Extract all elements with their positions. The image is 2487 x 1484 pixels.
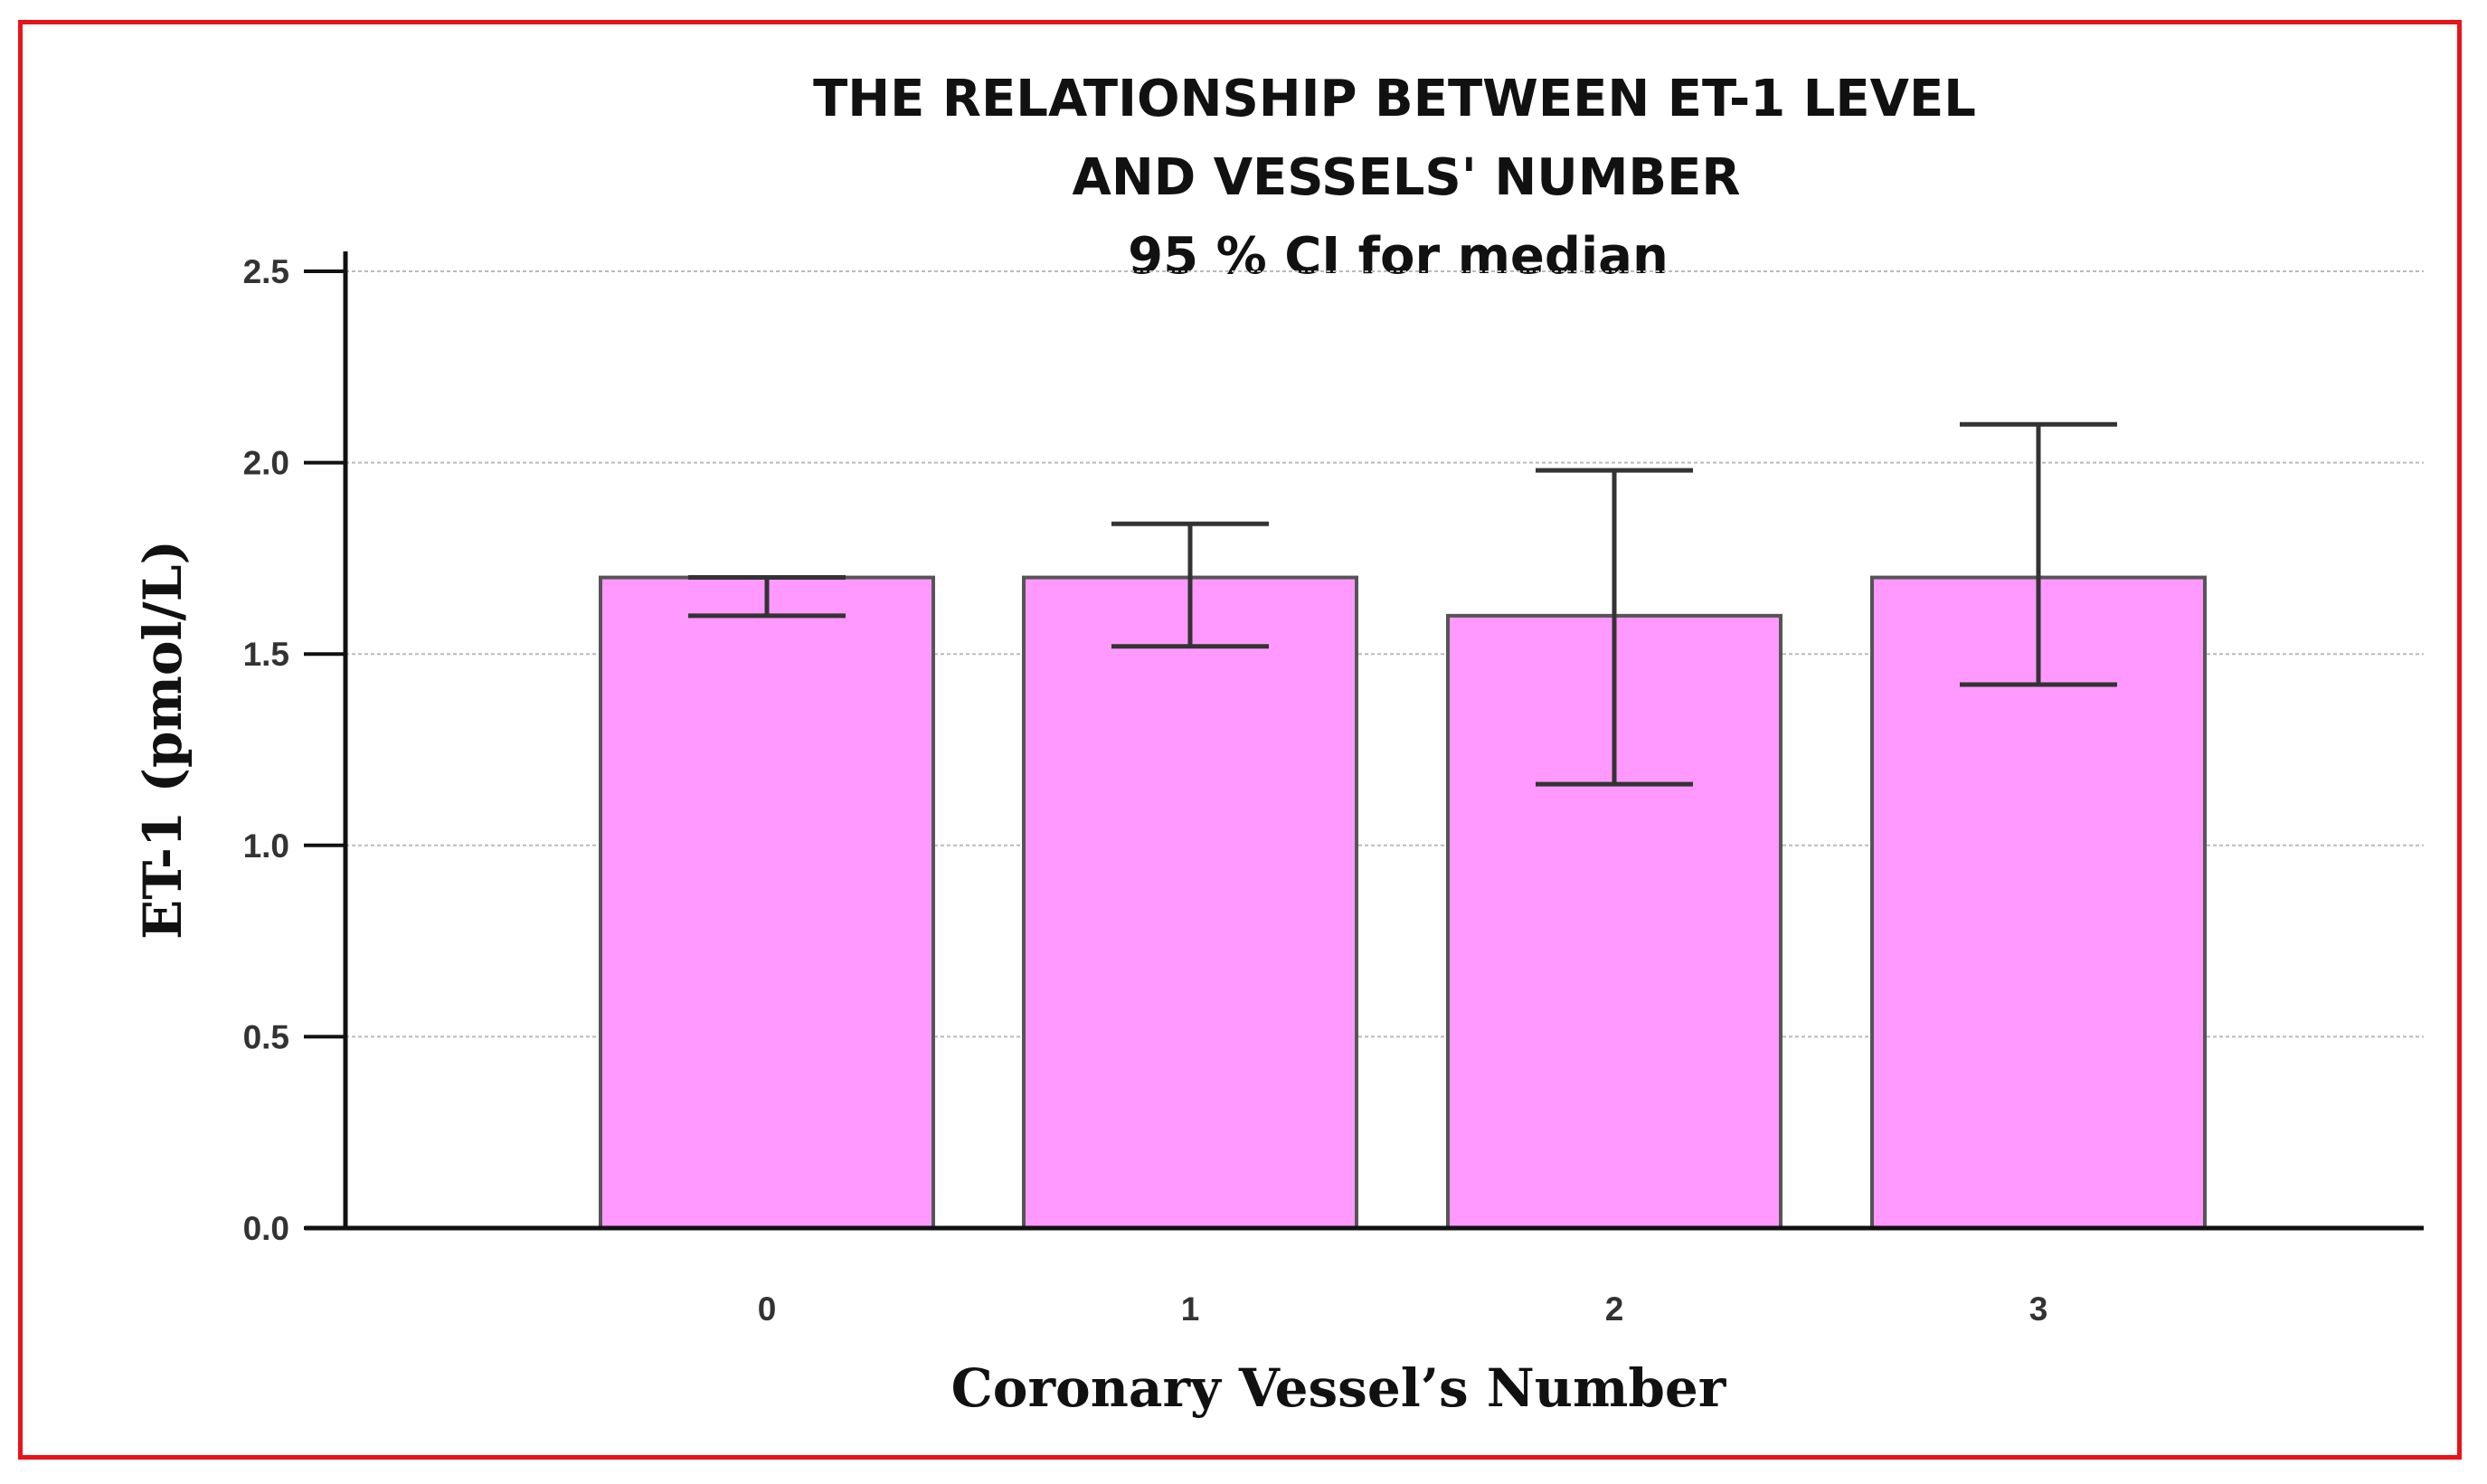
y-tick-label: 0.5 bbox=[243, 1018, 289, 1055]
bars bbox=[599, 575, 2207, 1230]
y-tick-label: 2.5 bbox=[243, 253, 289, 290]
y-tick-label: 0.0 bbox=[243, 1210, 289, 1247]
chart-title-line-2: AND VESSELS' NUMBER bbox=[1073, 148, 1741, 207]
y-tick-label: 1.5 bbox=[243, 636, 289, 673]
error-bars bbox=[688, 421, 2117, 787]
x-axis-title: Coronary Vessel’s Number bbox=[951, 1357, 1727, 1419]
error-bar-1 bbox=[1111, 521, 1269, 649]
x-tick-label: 3 bbox=[2029, 1290, 2048, 1328]
bar-0 bbox=[599, 575, 935, 1230]
x-tick-label: 0 bbox=[758, 1290, 777, 1328]
error-bar-0 bbox=[688, 575, 846, 619]
y-axis-title: ET-1 (pmol/L) bbox=[132, 540, 194, 940]
y-tick-labels: 0.0 0.5 1.0 1.5 2.0 2.5 bbox=[243, 253, 289, 1247]
x-tick-label: 1 bbox=[1181, 1290, 1200, 1328]
chart-frame bbox=[18, 20, 2462, 1460]
error-bar-3 bbox=[1960, 421, 2117, 687]
chart-subtitle: 95 % CI for median bbox=[1128, 227, 1669, 286]
axes bbox=[304, 251, 2424, 1231]
x-tick-labels: 0 1 2 3 bbox=[758, 1290, 2048, 1328]
x-tick-label: 2 bbox=[1605, 1290, 1624, 1328]
chart-title-line-1: THE RELATIONSHIP BETWEEN ET-1 LEVEL bbox=[813, 70, 1976, 128]
y-tick-label: 2.0 bbox=[243, 445, 289, 482]
y-tick-label: 1.0 bbox=[243, 827, 289, 865]
error-bar-2 bbox=[1536, 468, 1693, 787]
bar-1 bbox=[1022, 575, 1358, 1230]
